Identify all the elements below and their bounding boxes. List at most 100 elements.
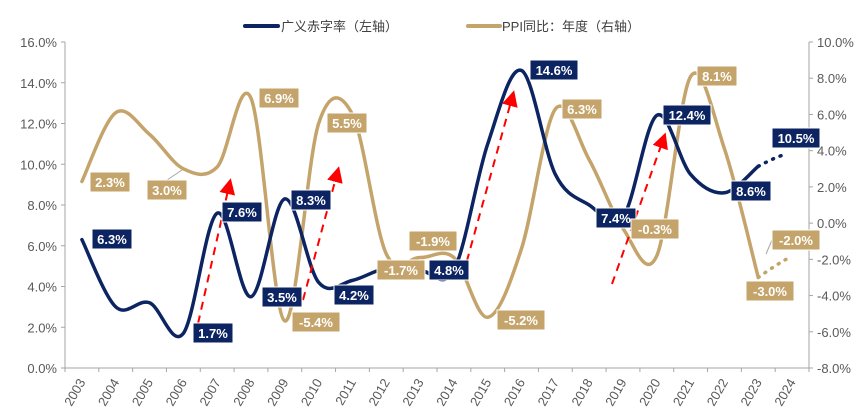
ppi-data-label: -1.9% [416,234,450,249]
x-tick-label: 2007 [196,376,223,409]
right-tick-label: -6.0% [817,325,851,340]
right-tick-label: -8.0% [817,361,851,376]
left-tick-label: 12.0% [20,117,57,132]
ppi-data-label: -5.4% [299,315,333,330]
x-tick-label: 2023 [737,376,764,409]
ppi-data-label: -0.3% [638,222,672,237]
deficit-data-label: 4.2% [339,288,369,303]
x-tick-label: 2011 [332,376,359,408]
x-tick-label: 2004 [95,376,122,409]
x-tick-label: 2024 [771,376,798,409]
leader-line [166,169,183,181]
x-tick-label: 2008 [230,376,257,409]
ppi-data-label: -3.0% [753,284,787,299]
data-label-box [91,228,133,250]
left-tick-label: 10.0% [20,157,57,172]
red-dashed-arrow [611,132,668,285]
deficit-data-label: 7.4% [601,211,631,226]
ppi-forecast-dotted [756,257,788,280]
deficit-data-label: 12.4% [669,108,706,123]
x-tick-label: 2009 [264,376,291,409]
data-label-box [258,87,300,109]
ppi-data-label: 3.0% [152,183,182,198]
leader-line [765,239,773,255]
x-tick-label: 2003 [61,376,88,409]
data-label-box [496,309,546,331]
left-tick-label: 4.0% [27,280,57,295]
left-tick-label: 0.0% [27,361,57,376]
ppi-data-label: 5.5% [332,116,362,131]
data-label-box [290,189,332,211]
data-label-box [408,230,458,252]
right-tick-label: 0.0% [817,216,847,231]
x-tick-label: 2015 [467,376,494,409]
data-label-box [630,218,680,240]
data-label-box [146,179,188,201]
data-label-box [529,59,579,81]
data-label-box [730,180,772,202]
red-dashed-arrow [302,166,343,301]
data-label-box [771,127,821,149]
right-tick-label: -4.0% [817,289,851,304]
deficit-data-label: 7.6% [227,205,257,220]
legend-label-deficit: 广义赤字率（左轴） [281,19,398,34]
x-tick-label: 2014 [433,376,460,409]
ppi-data-label: 6.9% [264,91,294,106]
deficit-data-label: 1.7% [198,326,228,341]
ppi-data-label: 8.1% [702,69,732,84]
data-label-box [326,112,368,134]
deficit-data-label: 4.8% [434,263,464,278]
x-tick-label: 2019 [602,376,629,409]
legend-label-ppi: PPI同比：年度（右轴） [502,19,640,34]
deficit-data-label: 8.6% [736,184,766,199]
ppi-data-label: -5.2% [504,313,538,328]
x-tick-label: 2020 [636,376,663,409]
data-label-box [595,207,637,229]
x-tick-label: 2012 [365,376,392,409]
right-tick-label: 2.0% [817,180,847,195]
deficit-data-label: 14.6% [536,63,573,78]
right-tick-label: 10.0% [817,35,854,50]
right-tick-label: 6.0% [817,107,847,122]
data-label-box [745,280,795,302]
ppi-data-label: 6.3% [567,102,597,117]
deficit-data-label: 6.3% [97,232,127,247]
x-tick-label: 2006 [163,376,190,409]
legend: 广义赤字率（左轴） PPI同比：年度（右轴） [243,19,640,34]
deficit-data-label: 8.3% [296,193,326,208]
data-label-box [261,286,303,308]
deficit-data-label: 3.5% [267,290,297,305]
x-tick-label: 2022 [704,376,731,409]
right-tick-label: -2.0% [817,252,851,267]
data-label-box [561,98,603,120]
right-tick-label: 8.0% [817,71,847,86]
data-label-box [771,229,821,251]
deficit-line [80,68,761,339]
left-tick-label: 6.0% [27,239,57,254]
ppi-data-label: -2.0% [779,233,813,248]
ppi-data-label: -1.7% [384,263,418,278]
x-tick-label: 2016 [501,376,528,409]
data-label-box [662,104,712,126]
x-tick-label: 2013 [399,376,426,409]
left-tick-label: 16.0% [20,35,57,50]
deficit-data-label: 10.5% [778,131,815,146]
data-label-box [291,311,341,333]
left-tick-label: 2.0% [27,320,57,335]
deficit-forecast-dotted [756,152,788,169]
red-dashed-arrow [462,90,518,276]
right-tick-label: 4.0% [817,144,847,159]
data-label-box [192,322,234,344]
data-label-box [333,284,375,306]
left-tick-label: 8.0% [27,198,57,213]
data-label-box [221,201,263,223]
data-label-box [696,65,738,87]
ppi-data-label: 2.3% [95,175,125,190]
data-label-box [428,259,470,281]
x-tick-label: 2021 [670,376,697,409]
x-tick-label: 2017 [535,376,562,409]
x-tick-label: 2010 [298,376,325,409]
x-tick-label: 2018 [568,376,595,409]
data-label-box [89,171,131,193]
